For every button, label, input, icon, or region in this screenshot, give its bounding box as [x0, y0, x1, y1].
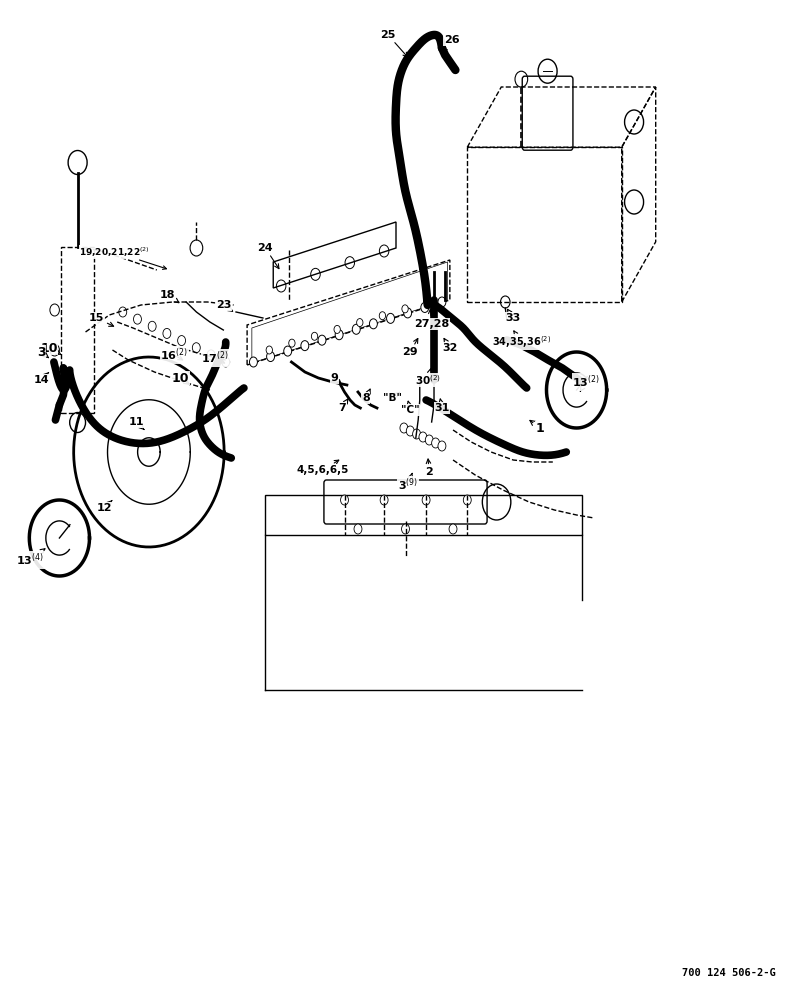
- Text: 2: 2: [425, 459, 433, 477]
- Circle shape: [438, 297, 446, 307]
- Text: 10: 10: [172, 371, 190, 385]
- Text: 18: 18: [160, 290, 179, 303]
- Circle shape: [463, 495, 471, 505]
- Circle shape: [222, 357, 230, 367]
- Text: 16$^{(2)}$: 16$^{(2)}$: [160, 347, 188, 363]
- Circle shape: [425, 298, 431, 306]
- Text: 19,20,21,22$^{(2)}$: 19,20,21,22$^{(2)}$: [79, 245, 166, 269]
- Circle shape: [369, 319, 377, 329]
- Circle shape: [50, 344, 59, 356]
- Text: 25: 25: [380, 30, 408, 57]
- Circle shape: [402, 305, 408, 313]
- Text: 31: 31: [434, 399, 450, 413]
- Text: 9: 9: [330, 373, 341, 384]
- Circle shape: [352, 324, 360, 334]
- Text: 32: 32: [442, 338, 458, 353]
- Circle shape: [432, 438, 440, 448]
- Circle shape: [267, 352, 275, 362]
- Circle shape: [386, 313, 394, 323]
- Text: 11: 11: [128, 417, 144, 430]
- Text: 26: 26: [443, 35, 459, 52]
- Text: 24: 24: [257, 243, 279, 269]
- Circle shape: [404, 308, 412, 318]
- Circle shape: [354, 524, 362, 534]
- Circle shape: [119, 307, 127, 317]
- Text: 23: 23: [215, 300, 233, 311]
- Text: 8: 8: [362, 389, 370, 403]
- Text: "B": "B": [383, 392, 402, 403]
- Text: 700 124 506-2-G: 700 124 506-2-G: [683, 968, 776, 978]
- Text: 27,28: 27,28: [414, 309, 449, 329]
- Circle shape: [284, 346, 291, 356]
- Circle shape: [148, 321, 156, 331]
- Text: 3$^{(9)}$: 3$^{(9)}$: [398, 473, 418, 493]
- Text: 3: 3: [37, 346, 48, 359]
- Text: "C": "C": [401, 401, 420, 415]
- Text: 1: 1: [530, 420, 545, 434]
- Text: 29: 29: [402, 339, 418, 357]
- Circle shape: [207, 350, 215, 360]
- Circle shape: [438, 441, 446, 451]
- Text: 14: 14: [33, 372, 49, 385]
- Circle shape: [266, 346, 272, 354]
- Circle shape: [341, 495, 348, 505]
- Circle shape: [335, 330, 343, 340]
- Text: 15: 15: [89, 313, 113, 326]
- Circle shape: [134, 314, 142, 324]
- Text: 13$^{(4)}$: 13$^{(4)}$: [16, 549, 45, 568]
- Text: 33: 33: [505, 309, 521, 323]
- Circle shape: [318, 335, 326, 345]
- Circle shape: [425, 435, 433, 445]
- Circle shape: [419, 432, 427, 442]
- Circle shape: [421, 302, 428, 312]
- Circle shape: [177, 336, 185, 346]
- Circle shape: [406, 426, 414, 436]
- Text: 13$^{(2)}$: 13$^{(2)}$: [572, 374, 600, 391]
- Circle shape: [413, 429, 421, 439]
- Circle shape: [379, 312, 386, 320]
- Circle shape: [50, 304, 59, 316]
- Circle shape: [301, 341, 309, 351]
- Text: 34,35,36$^{(2)}$: 34,35,36$^{(2)}$: [492, 331, 550, 350]
- Text: 10: 10: [40, 342, 61, 355]
- Circle shape: [249, 357, 257, 367]
- Circle shape: [422, 495, 430, 505]
- Circle shape: [380, 495, 388, 505]
- Circle shape: [402, 524, 409, 534]
- Text: 4,5,6,6,5: 4,5,6,6,5: [297, 460, 349, 475]
- Circle shape: [356, 319, 363, 327]
- Circle shape: [449, 524, 457, 534]
- Circle shape: [311, 332, 318, 340]
- Text: 7: 7: [338, 399, 348, 413]
- Circle shape: [163, 328, 171, 338]
- Text: 12: 12: [97, 500, 112, 513]
- Circle shape: [192, 343, 200, 353]
- Circle shape: [289, 339, 295, 347]
- Circle shape: [334, 325, 341, 333]
- Circle shape: [400, 423, 408, 433]
- Text: 30$^{(2)}$: 30$^{(2)}$: [414, 369, 441, 387]
- Text: 17$^{(2)}$: 17$^{(2)}$: [201, 350, 230, 366]
